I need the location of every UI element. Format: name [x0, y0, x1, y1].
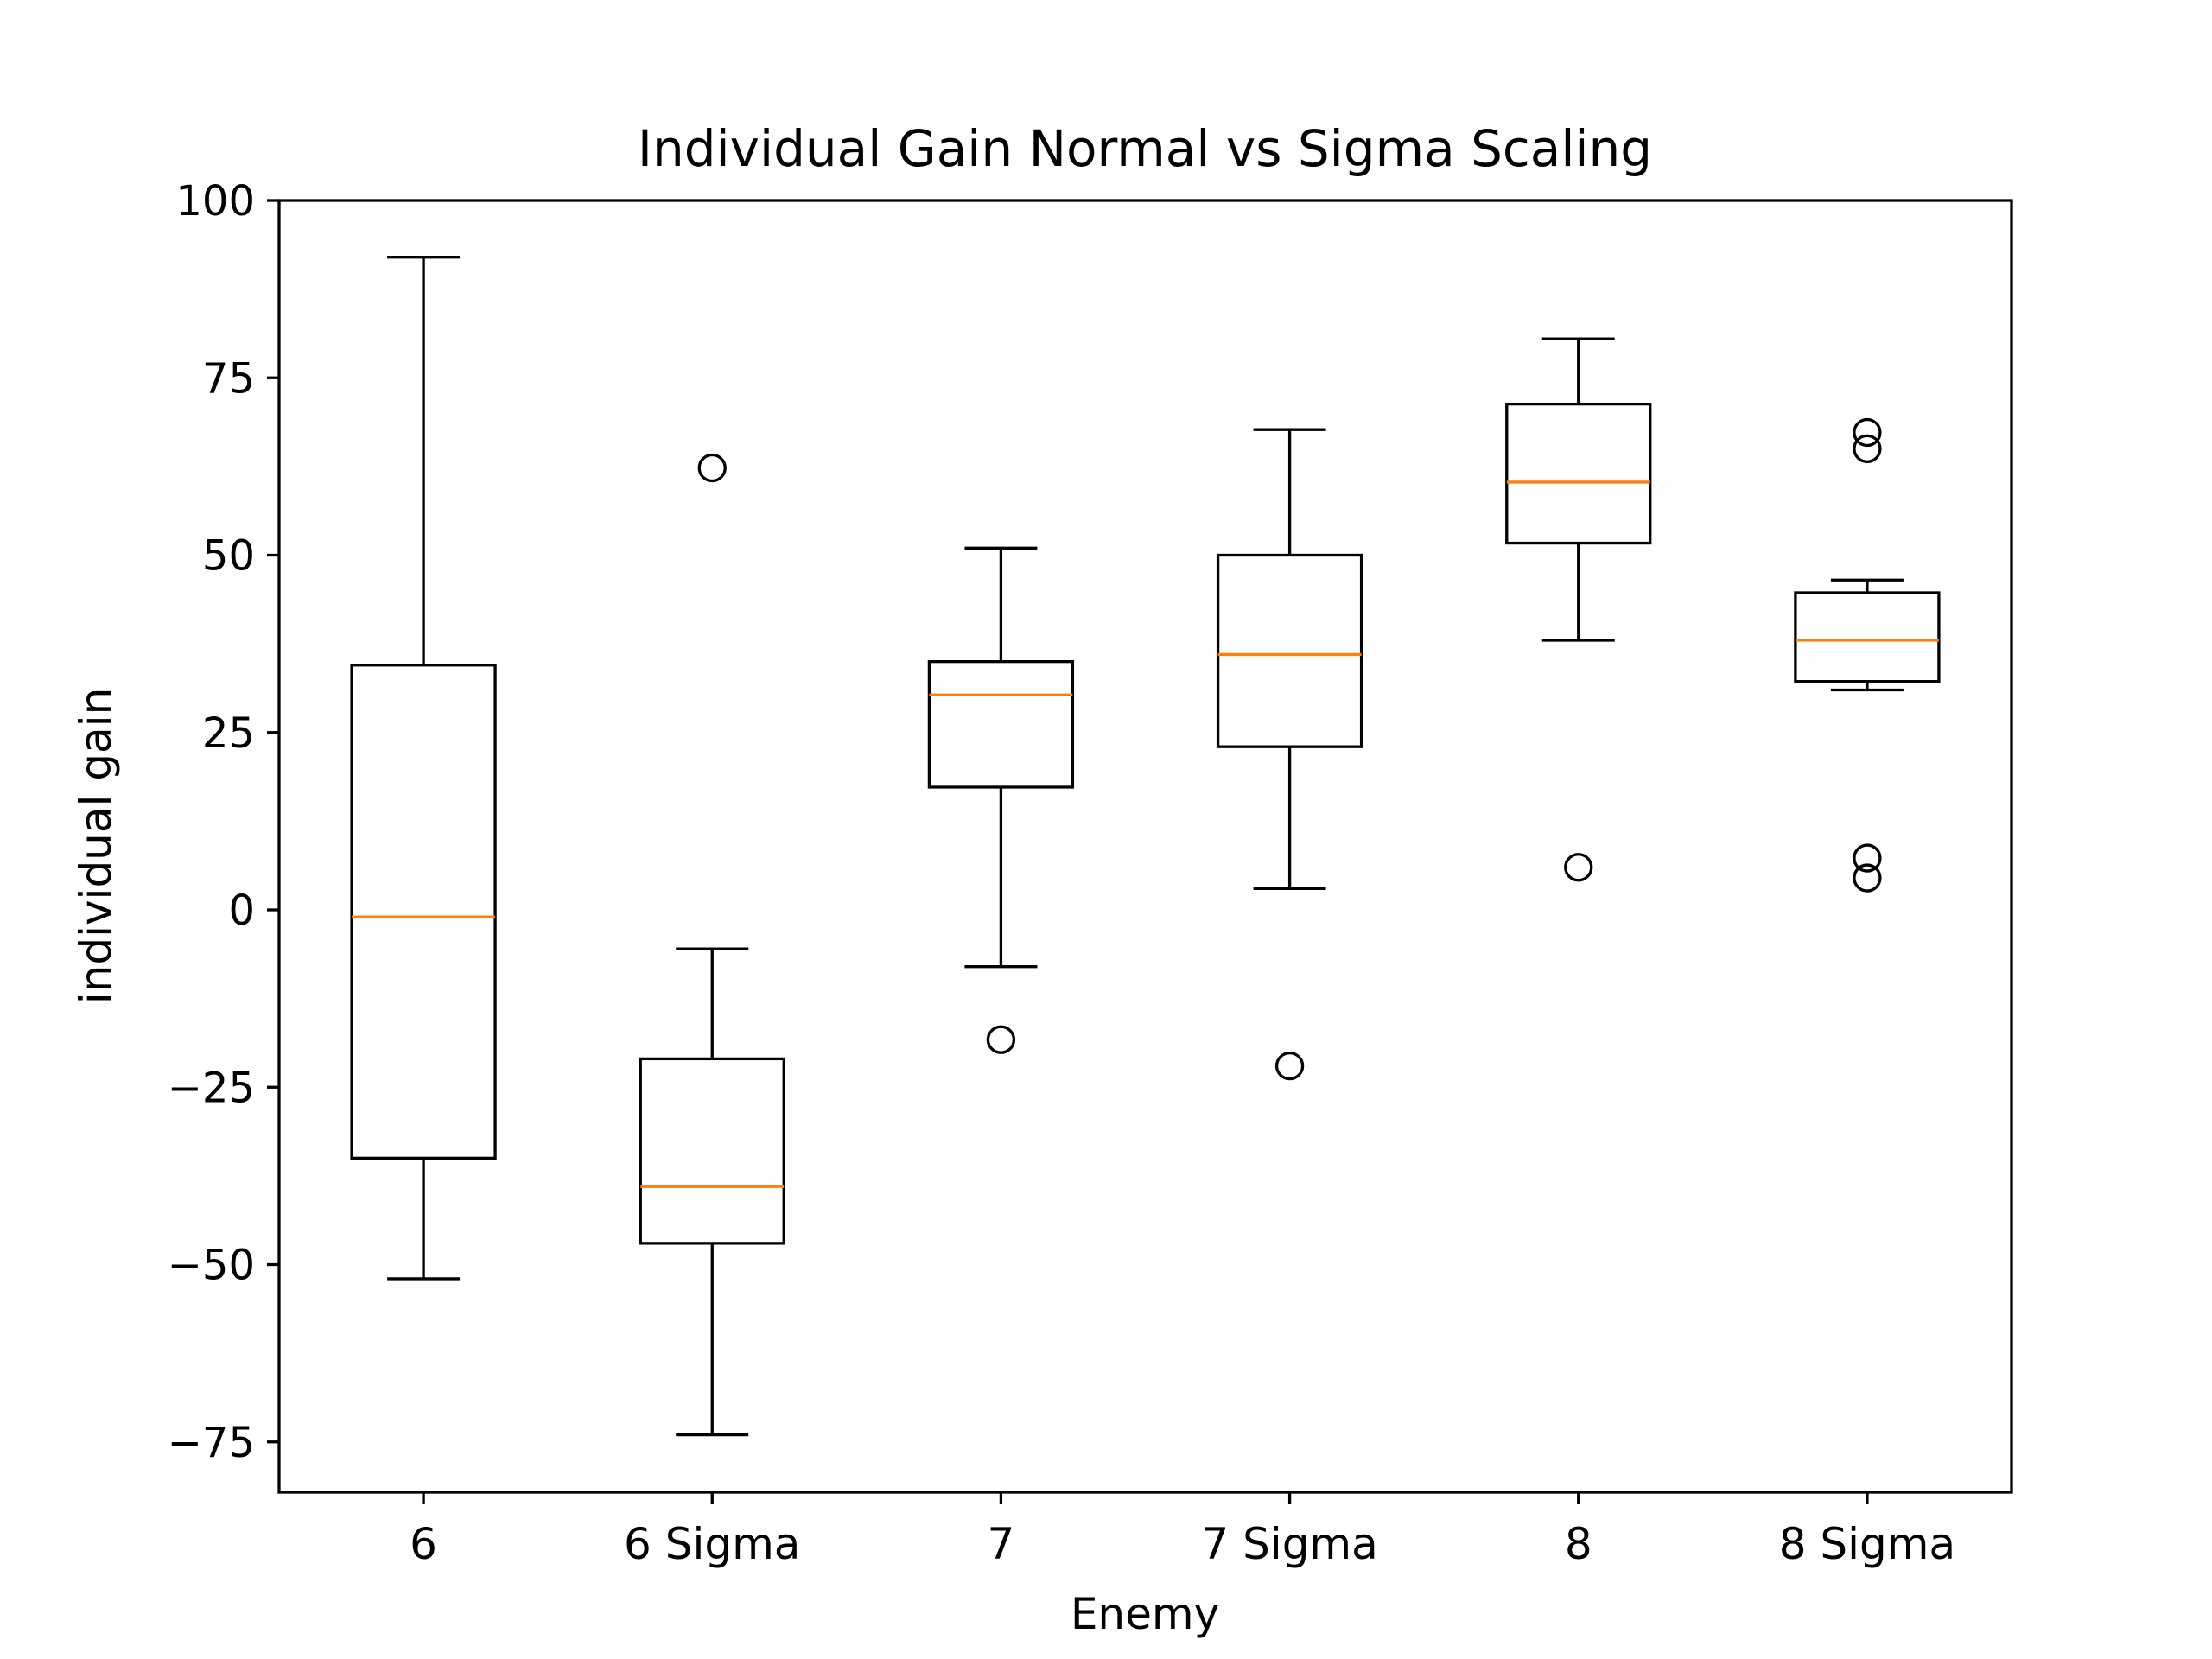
plot-frame: [277, 199, 2013, 1494]
outlier-point: [1853, 843, 1882, 873]
y-tick-label: 0: [228, 887, 255, 935]
x-axis-label: Enemy: [1071, 1589, 1219, 1639]
chart-title: Individual Gain Normal vs Sigma Scaling: [638, 119, 1652, 178]
y-tick-label: 50: [202, 532, 255, 581]
outlier-point: [1274, 1051, 1305, 1081]
iqr-box: [1794, 591, 1941, 683]
y-tick-label: −75: [168, 1419, 255, 1467]
y-tick-label: −25: [168, 1064, 255, 1112]
x-tick-label: 8: [1565, 1519, 1592, 1569]
outlier-point: [986, 1025, 1016, 1054]
x-tick-label: 7 Sigma: [1201, 1519, 1377, 1569]
y-tick-label: 100: [175, 177, 255, 226]
x-tick-label: 6: [410, 1519, 437, 1569]
x-tick-label: 7: [988, 1519, 1015, 1569]
outlier-point: [1853, 434, 1882, 463]
outlier-point: [1564, 853, 1593, 882]
iqr-box: [1505, 402, 1652, 545]
outlier-point: [1853, 863, 1882, 893]
outlier-point: [1853, 417, 1882, 448]
iqr-box: [639, 1057, 785, 1245]
y-tick-label: 25: [202, 709, 255, 758]
iqr-box: [927, 660, 1075, 789]
iqr-box: [1216, 553, 1363, 748]
y-tick-label: −50: [168, 1242, 255, 1290]
x-tick-label: 8 Sigma: [1779, 1519, 1955, 1569]
outlier-point: [697, 453, 727, 483]
y-tick-label: 75: [202, 354, 255, 403]
y-axis-label: individual gain: [71, 688, 121, 1005]
iqr-box: [350, 664, 497, 1160]
x-tick-label: 6 Sigma: [624, 1519, 800, 1569]
